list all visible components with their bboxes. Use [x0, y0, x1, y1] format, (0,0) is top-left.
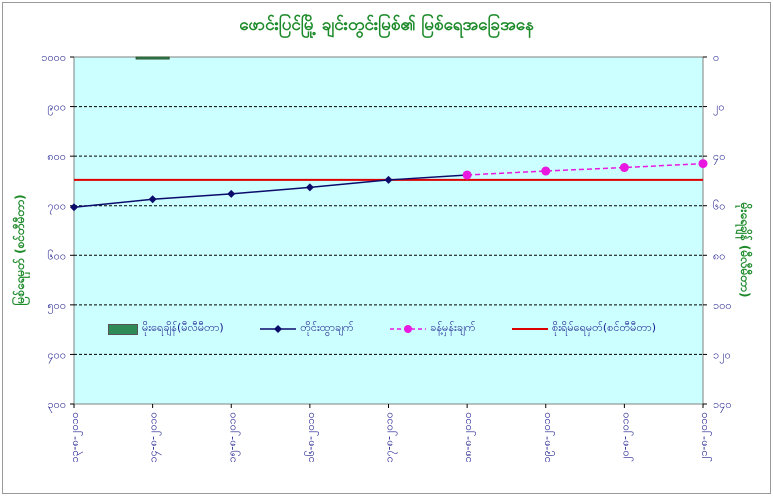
forecast-point — [541, 166, 551, 176]
forecast-point — [698, 159, 708, 169]
left-tick-label: ၃၀၀ — [47, 398, 66, 413]
x-tick-label: ၁၈-၈-၂၀၁၀ — [461, 412, 476, 463]
left-tick-label: ၇၀၀ — [47, 200, 66, 215]
right-tick-label: ၄၀ — [713, 150, 725, 165]
chart-title: ဖောင်းပြင်မြို့ ချင်းတွင်းမြစ်၏ မြစ်ရေအခ… — [239, 15, 534, 35]
left-tick-label: ၆၀၀ — [47, 249, 66, 262]
observed-point — [305, 183, 314, 192]
observed-point — [384, 175, 393, 184]
x-tick-label: ၁၅-၈-၂၀၁၀ — [225, 412, 240, 463]
observed-point — [70, 203, 78, 212]
left-tick-label: ၅၀၀ — [47, 299, 66, 314]
legend-item-rainfall: မိုးရေချိန်(မီလီမီတာ) — [108, 321, 224, 337]
right-tick-label: ၈၀ — [713, 249, 725, 262]
rainfall-bar — [135, 56, 170, 60]
x-tick-label: ၁၉-၈-၂၀၁၀ — [540, 412, 555, 463]
legend-swatch-forecast — [390, 325, 427, 333]
x-tick-label: ၁၄-၈-၂၀၁၀ — [147, 412, 162, 463]
right-tick-label: ၁၄၀ — [713, 398, 732, 413]
legend-label-observed: တိုင်းထွာချက် — [300, 321, 354, 334]
legend-item-danger-level: စိုးရိမ်ရေမှတ်(စင်တီမီတာ) — [512, 321, 656, 337]
x-tick-label: ၁၆-၈-၂၀၁၀ — [304, 412, 319, 463]
left-tick-label: ၈၀၀ — [47, 150, 66, 163]
legend-label-forecast: ခန့်မှန်းချက် — [430, 321, 476, 334]
legend-swatch-rainfall — [108, 323, 138, 335]
right-tick-label: ၆၀ — [713, 200, 725, 213]
forecast-point — [619, 163, 629, 173]
left-tick-label: ၁၀၀၀ — [41, 51, 66, 64]
legend-item-forecast: ခန့်မှန်းချက် — [390, 321, 476, 337]
forecast-point — [462, 170, 472, 180]
right-tick-label: ၂၀ — [713, 101, 725, 116]
x-tick-label: ၂၀-၈-၂၀၁၀ — [618, 412, 633, 462]
legend-label-danger-level: စိုးရိမ်ရေမှတ်(စင်တီမီတာ) — [552, 321, 656, 334]
observed-line — [73, 174, 468, 208]
observed-point — [227, 189, 236, 198]
legend-swatch-observed — [260, 325, 297, 333]
right-tick-label: ၁၀၀ — [713, 299, 732, 312]
legend-item-observed: တိုင်းထွာချက် — [260, 321, 354, 337]
left-tick-label: ၉၀၀ — [47, 101, 66, 116]
observed-point — [148, 195, 157, 204]
plot-area — [73, 56, 704, 405]
right-tick-label: ၀ — [713, 51, 719, 64]
forecast-line — [467, 162, 704, 176]
legend: မိုးရေချိန်(မီလီမီတာ) တိုင်းထွာချက် ခန့်… — [108, 318, 656, 340]
legend-label-rainfall: မိုးရေချိန်(မီလီမီတာ) — [142, 321, 224, 334]
legend-swatch-danger-level — [512, 328, 549, 330]
right-tick-label: ၁၂၀ — [713, 348, 731, 363]
x-tick-label: ၁၇-၈-၂၀၁၀ — [383, 412, 398, 463]
x-tick-label: ၂၁-၈-၂၀၁၀ — [697, 412, 712, 462]
x-tick-label: ၁၃-၈-၂၀၁၀ — [68, 412, 83, 463]
left-tick-label: ၄၀၀ — [47, 348, 66, 363]
